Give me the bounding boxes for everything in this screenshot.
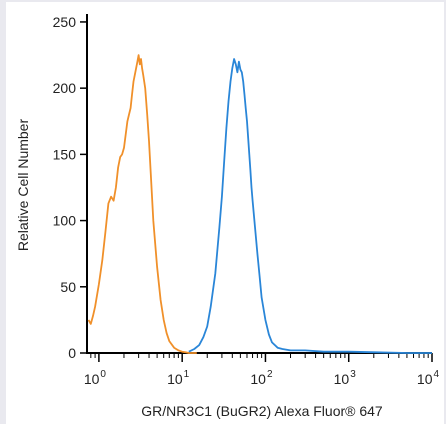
y-tick-label: 50 [60, 279, 76, 295]
x-tick-group: 100 101 102 103 104 [84, 353, 440, 387]
y-tick-group: 0 50 100 150 200 250 [53, 14, 87, 361]
y-tick-label: 250 [53, 14, 77, 30]
y-tick-label: 0 [68, 345, 76, 361]
x-axis-title: GR/NR3C1 (BuGR2) Alexa Fluor® 647 [141, 403, 383, 419]
y-tick-label: 100 [53, 213, 77, 229]
x-tick-label: 103 [334, 369, 357, 387]
series-line-1 [87, 54, 197, 354]
y-tick-label: 150 [53, 146, 77, 162]
x-axis: 100 101 102 103 104 [84, 352, 440, 387]
x-tick-label: 101 [167, 369, 190, 387]
series-line-2 [188, 58, 432, 354]
series-layer [87, 54, 432, 354]
x-tick-label: 100 [84, 369, 107, 387]
y-axis: 0 50 100 150 200 250 [53, 14, 88, 361]
y-tick-label: 200 [53, 80, 77, 96]
x-tick-label: 104 [417, 369, 440, 387]
x-tick-label: 102 [250, 369, 273, 387]
y-axis-title: Relative Cell Number [15, 119, 31, 252]
